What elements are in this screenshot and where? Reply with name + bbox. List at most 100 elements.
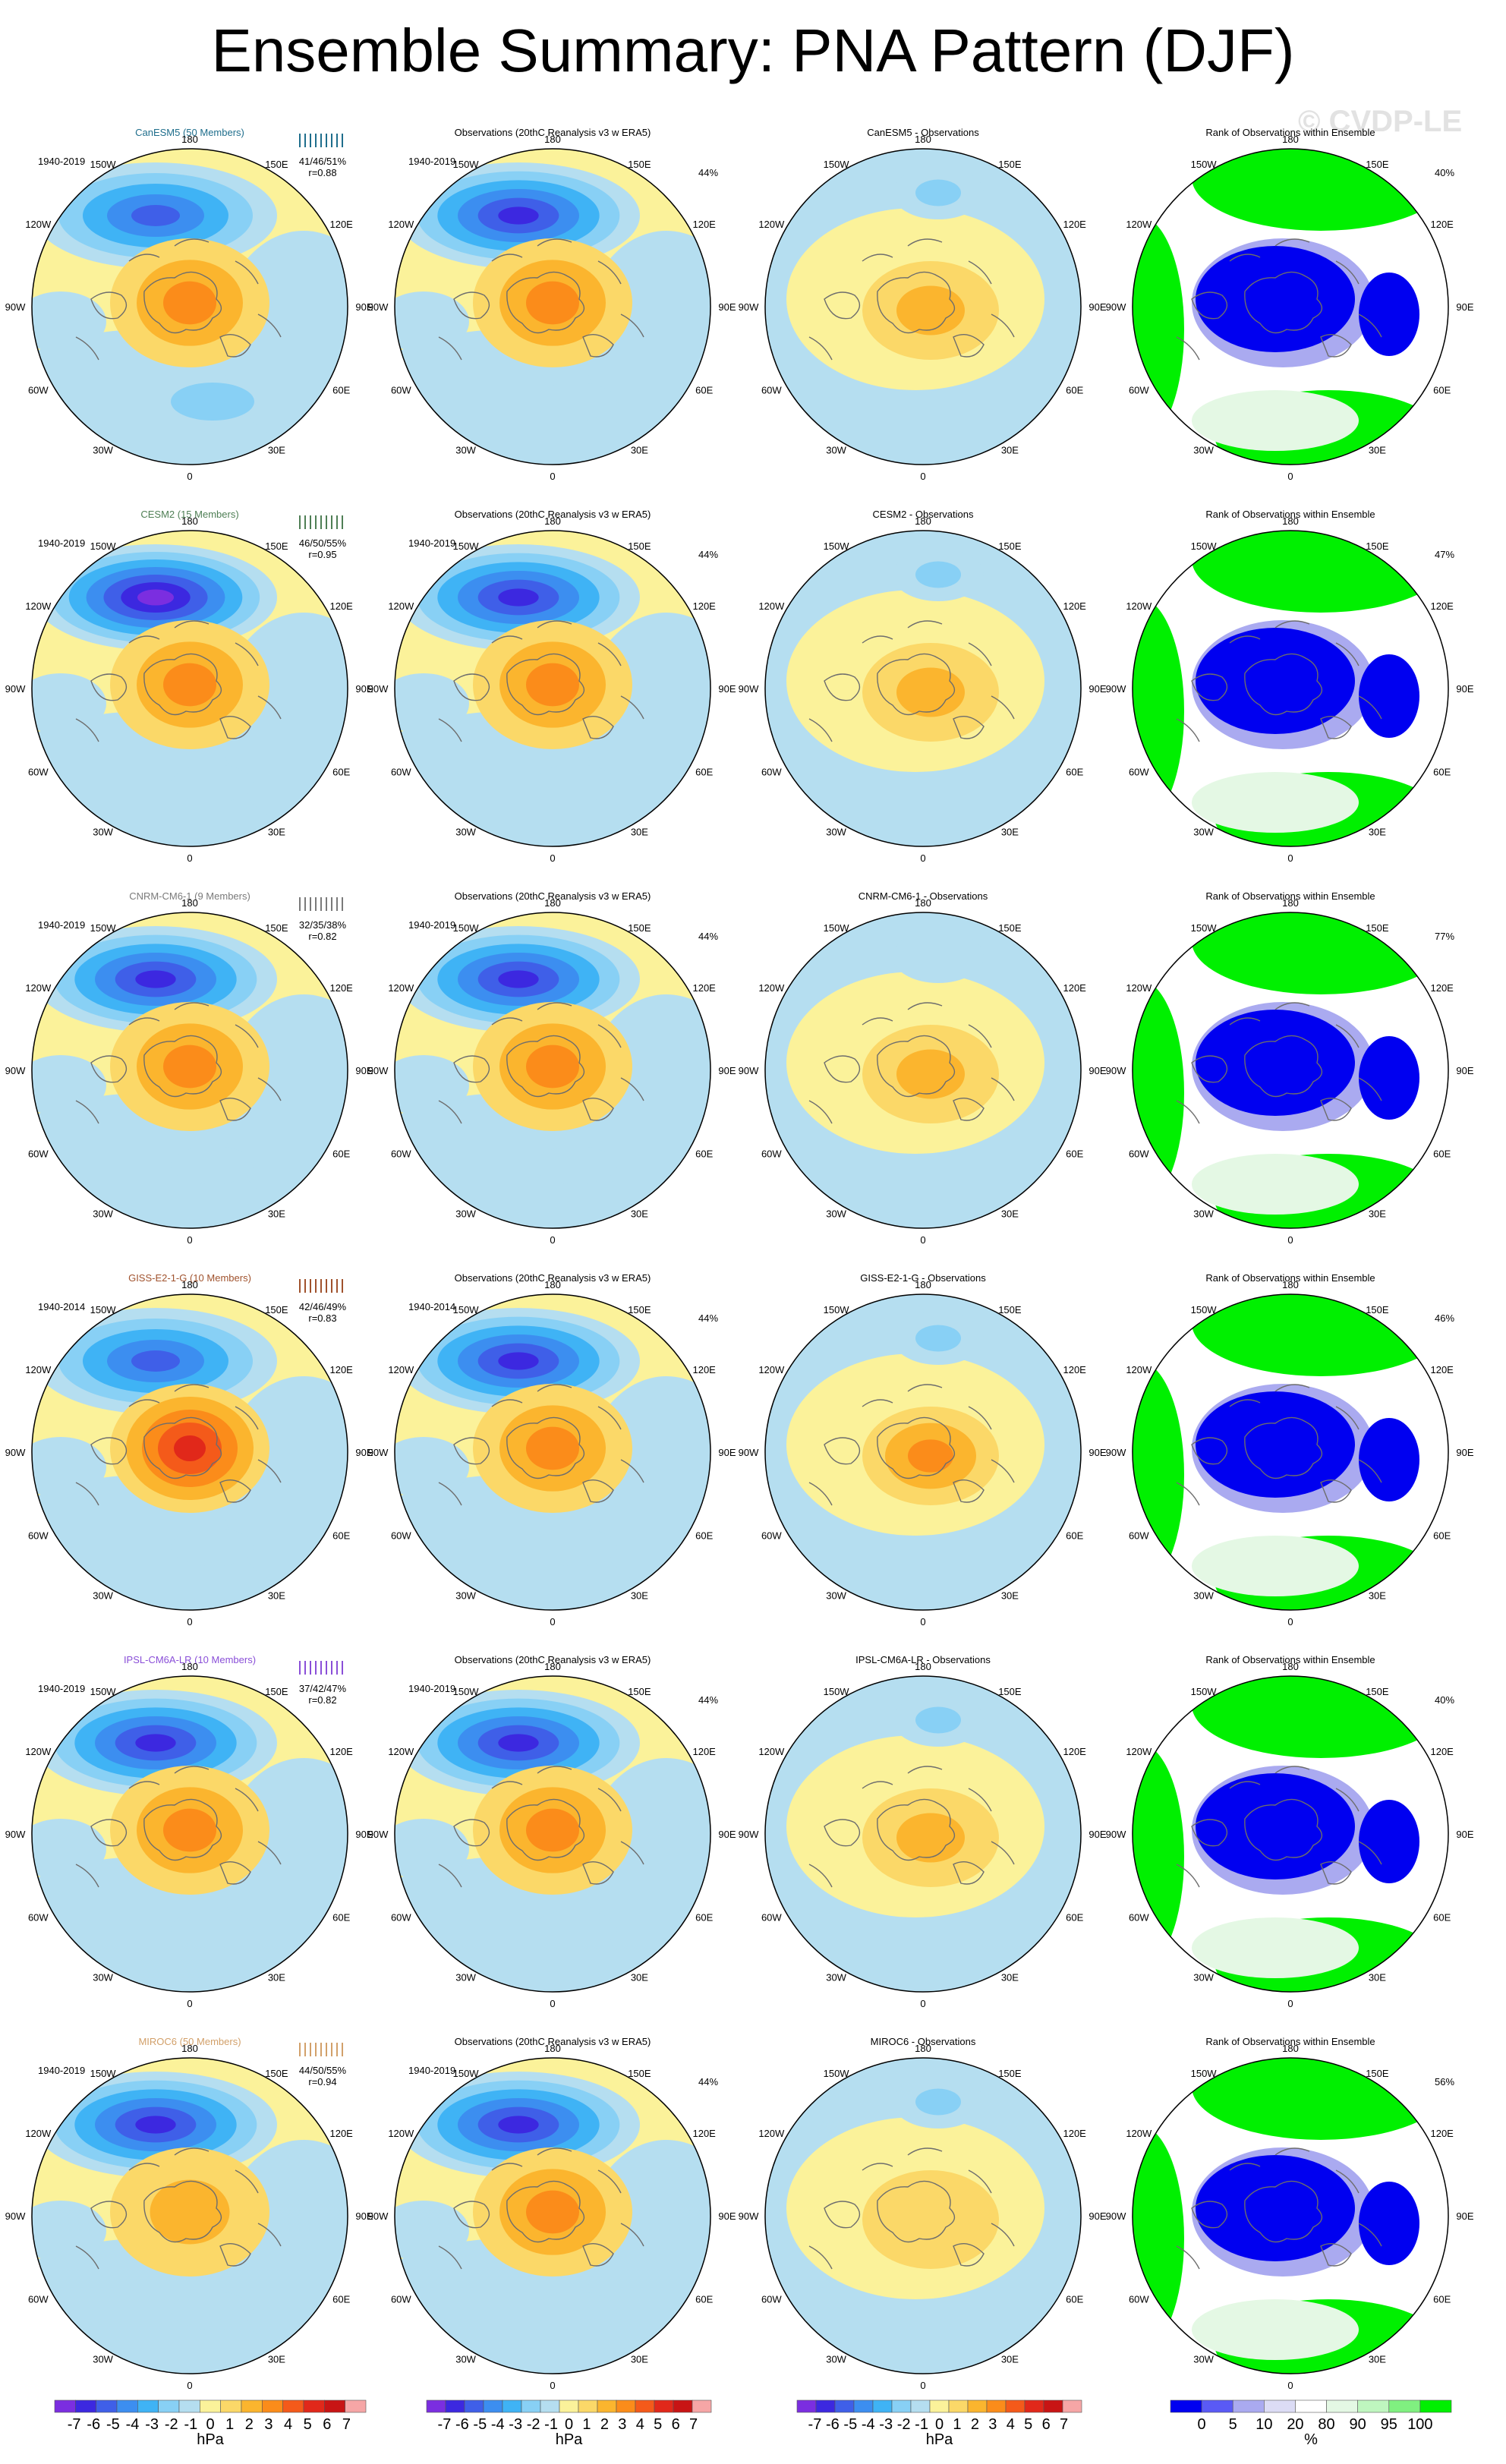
lon-label-mid_upper_right: 120E (1063, 600, 1086, 612)
lon-label-bottom: 0 (550, 1234, 555, 1246)
lon-label-lower_right: 30E (1369, 826, 1386, 837)
map-boundary (1132, 1675, 1449, 1993)
rank-mid-region (1192, 2299, 1359, 2360)
rank-high-region (1192, 912, 1448, 994)
colorbar-swatch (559, 2399, 579, 2413)
map-boundary (1132, 912, 1449, 1229)
lon-label-left: 90W (1106, 301, 1126, 313)
south-low-contour (171, 1146, 254, 1184)
lon-label-mid_upper_left: 120W (25, 600, 52, 612)
period-label: 1940-2019 (408, 537, 455, 549)
lon-label-mid_lower_left: 60W (1129, 1148, 1149, 1159)
lon-label-mid_lower_left: 60W (761, 384, 782, 395)
percent-label: 44% (698, 2076, 718, 2087)
lon-label-mid_lower_left: 60W (761, 2293, 782, 2305)
lon-label-mid_upper_right: 120E (1430, 1746, 1454, 1757)
lon-label-top: 180 (915, 2043, 931, 2054)
lon-label-lower_right: 30E (1369, 1208, 1386, 1219)
lon-label-mid_lower_left: 60W (28, 2293, 49, 2305)
lon-label-mid_upper_left: 120W (25, 219, 52, 230)
period-label: 1940-2019 (408, 156, 455, 167)
lon-label-mid_lower_left: 60W (761, 766, 782, 777)
percent-label: 77% (1435, 931, 1454, 942)
low-contour (498, 1734, 539, 1752)
lon-label-bottom: 0 (550, 1616, 555, 1627)
lon-label-lower_right: 30E (1001, 1208, 1019, 1219)
lon-label-top: 180 (544, 2043, 561, 2054)
colorbar-swatch (158, 2399, 180, 2413)
rank-title: Rank of Observations within Ensemble (1205, 509, 1375, 520)
low-contour (131, 1350, 180, 1372)
colorbar-swatch (200, 2399, 221, 2413)
lon-label-top: 180 (1282, 515, 1299, 527)
lon-label-right: 90E (1456, 1829, 1473, 1840)
map-negative-region (395, 2201, 469, 2261)
lon-label-mid_upper_right: 120E (329, 1364, 353, 1375)
rank-panel: Rank of Observations within Ensemble 40% 1… (1106, 127, 1474, 482)
stat-label: 44/50/55% (299, 2065, 347, 2076)
lon-label-upper_right: 150E (998, 1686, 1022, 1697)
map-field (765, 531, 1081, 846)
diff-low-contour (915, 1325, 961, 1352)
lon-label-mid_upper_right: 120E (1430, 982, 1454, 994)
lon-label-mid_lower_right: 60E (332, 1530, 350, 1541)
difference-title: CNRM-CM6-1 - Observations (859, 890, 988, 902)
lon-label-mid_upper_right: 120E (1430, 2128, 1454, 2139)
lon-label-bottom: 0 (550, 852, 555, 864)
lon-label-mid_upper_right: 120E (1063, 2128, 1086, 2139)
colorbar-tick: 5 (654, 2416, 662, 2433)
period-label: 1940-2019 (408, 919, 455, 931)
map-field (395, 2058, 710, 2374)
percent-label: 56% (1435, 2076, 1454, 2087)
lon-label-lower_right: 30E (631, 444, 648, 455)
lon-label-top: 180 (915, 1279, 931, 1290)
map-field (395, 1294, 710, 1610)
lon-label-lower_right: 30E (1369, 1590, 1386, 1601)
ensemble-spread-box (299, 515, 343, 529)
lon-label-top: 180 (544, 1661, 561, 1672)
observation-panel: Observations (20thC Reanalysis v3 w ERA5… (368, 509, 736, 864)
lon-label-bottom: 0 (1287, 1998, 1293, 2009)
lon-label-right: 90E (1456, 683, 1473, 695)
lon-label-mid_lower_right: 60E (332, 2293, 350, 2305)
colorbar-tick: -3 (509, 2416, 522, 2433)
lon-label-lower_left: 30W (826, 1971, 846, 1983)
colorbar-swatch (137, 2399, 159, 2413)
lon-label-lower_right: 30E (1369, 444, 1386, 455)
lon-label-right: 90E (1089, 301, 1106, 313)
map-boundary (1132, 530, 1449, 847)
lon-label-right: 90E (1089, 683, 1106, 695)
model-name: GISS-E2-1-G (10 Members) (128, 1272, 251, 1284)
lon-label-lower_right: 30E (631, 826, 648, 837)
lon-label-right: 90E (355, 301, 373, 313)
diff-high-contour (896, 1813, 965, 1863)
lon-label-left: 90W (368, 683, 389, 695)
lon-label-lower_right: 30E (1001, 1590, 1019, 1601)
colorbar-swatch (616, 2399, 636, 2413)
lon-label-mid_lower_right: 60E (1066, 1148, 1083, 1159)
lon-label-bottom: 0 (920, 1998, 925, 2009)
lon-label-upper_left: 150W (824, 922, 850, 934)
rank-high-region (1192, 149, 1448, 231)
colorbar-swatch (483, 2399, 503, 2413)
lon-label-mid_lower_right: 60E (1066, 766, 1083, 777)
lon-label-left: 90W (1106, 1065, 1126, 1076)
colorbar-swatch (578, 2399, 598, 2413)
lon-label-upper_left: 150W (453, 922, 480, 934)
high-contour (163, 281, 216, 325)
colorbar-tick: 0 (565, 2416, 573, 2433)
lon-label-upper_right: 150E (998, 922, 1022, 934)
panel-row: MIROC6 (50 Members) 1940-2019 44/50/55%r=0… (5, 2036, 1474, 2391)
lon-label-mid_upper_left: 120W (758, 219, 785, 230)
model-panel: CanESM5 (50 Members) 1940-2019 41/46/51%r=… (5, 127, 373, 482)
map-field (1133, 2058, 1448, 2374)
colorbar-swatch (1357, 2399, 1390, 2413)
lon-label-left: 90W (739, 1447, 759, 1458)
map-negative-region (32, 291, 106, 352)
map-field (32, 531, 348, 846)
map-boundary (394, 148, 711, 465)
difference-title: CESM2 - Observations (873, 509, 974, 520)
colorbar-swatch (540, 2399, 560, 2413)
lon-label-bottom: 0 (187, 852, 192, 864)
